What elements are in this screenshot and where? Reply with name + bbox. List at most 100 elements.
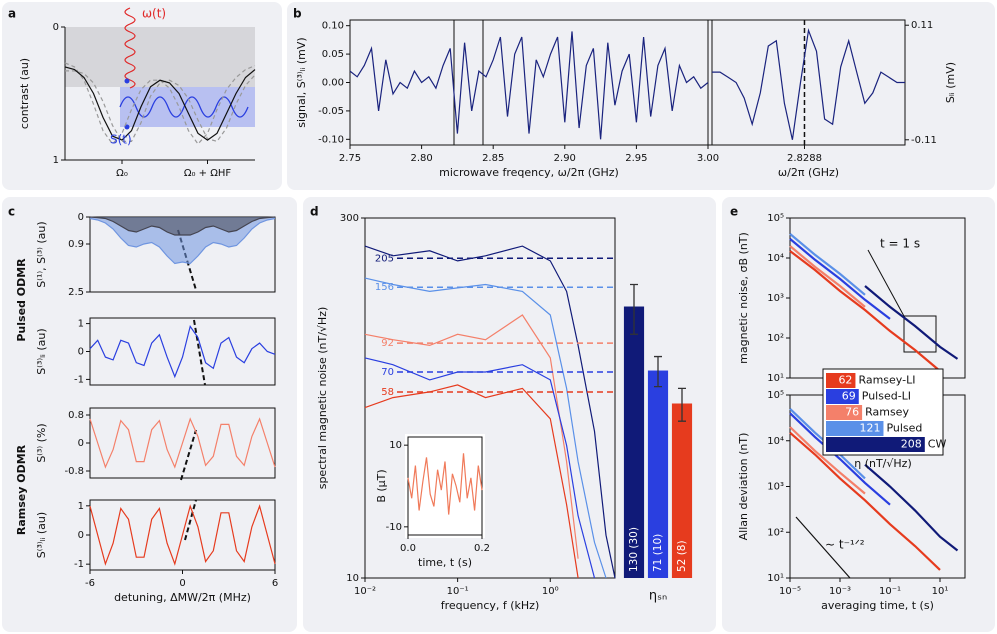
x-tick-label: 10¹: [932, 586, 949, 597]
y-tick-label: 0.11: [911, 20, 933, 31]
y-axis-label: S⁽¹⁾, S⁽³⁾ (au): [35, 221, 48, 287]
x-tick-label: 2.95: [625, 153, 647, 164]
x-tick-label: 3.00: [697, 153, 719, 164]
x-axis-label: time, t (s): [418, 556, 472, 569]
x-tick-label: 2.85: [482, 153, 504, 164]
series-line: [89, 417, 276, 469]
legend-label: Ramsey: [865, 406, 909, 419]
bar: [671, 403, 693, 578]
area: [90, 217, 275, 235]
series-line: [364, 245, 616, 579]
series-line: [789, 233, 866, 296]
bar: [623, 306, 645, 578]
guide: [795, 516, 851, 579]
bar-value: 69: [842, 390, 856, 403]
y-tick-label: 10¹: [767, 373, 784, 384]
legend-bar: [826, 373, 856, 388]
series-line: [789, 431, 941, 571]
y-tick-label: 1: [78, 501, 84, 512]
x-axis-label: detuning, ΔMW/2π (MHz): [114, 591, 251, 604]
panel-label: e: [730, 205, 738, 219]
x-axis-label: averaging time, t (s): [821, 599, 934, 612]
x-tick-label: 10⁻²: [354, 586, 376, 597]
bar-value: 62: [838, 374, 852, 387]
y-axis-label: S⁽³⁾ₗᵢ (au): [35, 512, 48, 558]
y-tick-label: 2.5: [68, 287, 84, 298]
x-tick-label: 2.90: [554, 153, 576, 164]
series-line: [864, 463, 959, 552]
group-label: Pulsed ODMR: [15, 258, 28, 342]
panel-bg: [2, 197, 297, 632]
bar-value: 208: [901, 438, 922, 451]
legend-bar: [826, 405, 863, 420]
y-tick-label: 0.00: [322, 78, 344, 89]
y-tick-label: -0.11: [911, 135, 937, 146]
x-axis-label: frequency, f (kHz): [441, 599, 540, 612]
x-tick-label: 0.2: [474, 543, 490, 554]
y-tick-label: 10⁴: [767, 253, 784, 264]
legend-label: Pulsed-LI: [862, 390, 911, 403]
y-axis-label: Allan deviation (nT): [737, 433, 750, 541]
y-axis-label: magnetic noise, σB (nT): [737, 232, 750, 364]
series-line: [864, 285, 959, 360]
y-tick-label: -1: [74, 559, 84, 570]
x-tick-label: -6: [85, 578, 95, 589]
y-tick-label: 0: [78, 438, 84, 449]
level-label: 58: [381, 387, 394, 398]
y-tick-label: 0: [78, 212, 84, 223]
group-label: Ramsey ODMR: [15, 444, 28, 535]
zoom-box: [903, 315, 937, 353]
y-tick-label: 10¹: [767, 573, 784, 584]
panel-label: a: [8, 7, 16, 21]
series-line: [789, 250, 941, 372]
guide: [177, 229, 206, 541]
y-tick-label: 0.10: [322, 21, 344, 32]
drive-wave: [124, 7, 136, 89]
bar-value: 121: [859, 422, 880, 435]
series-line: [89, 504, 276, 566]
axes-frame: [364, 217, 616, 579]
series-line: [64, 66, 256, 141]
series-line: [65, 70, 256, 143]
y-tick-label: 0.9: [68, 239, 84, 250]
x-tick-label: 10⁻¹: [447, 586, 469, 597]
y-tick-label: 1: [78, 319, 84, 330]
series-line: [789, 245, 866, 308]
level-label: 92: [381, 338, 394, 349]
y-tick-label: 10: [389, 440, 402, 451]
series-line: [89, 216, 276, 236]
dot: [124, 78, 130, 84]
shade: [65, 27, 255, 87]
bar-label: 71 (10): [652, 534, 664, 572]
y-axis-label: S⁽³⁾ (%): [35, 423, 48, 462]
level-label: 205: [375, 253, 394, 264]
y-tick-label: 10⁴: [767, 436, 784, 447]
panel-label: b: [293, 7, 302, 21]
y-axis-label: spectral magnetic noise (nT/√Hz): [316, 307, 329, 490]
y-tick-label: 1: [53, 155, 59, 166]
legend-label: Ramsey-LI: [858, 374, 915, 387]
y-tick-label: 10³: [767, 482, 784, 493]
x-axis-label: ηₛₙ: [649, 589, 667, 604]
x-tick-label: 2.75: [339, 153, 361, 164]
y-axis-label: signal, S⁽³⁾ₗᵢ (mV): [295, 37, 308, 127]
y-axis-label: Sₗᵢ (mV): [944, 62, 957, 103]
series-line: [349, 31, 709, 140]
y-axis-label: S⁽³⁾ₗᵢ (au): [35, 328, 48, 374]
y-tick-label: 10⁵: [767, 213, 784, 224]
y-tick-label: 10²: [767, 527, 784, 538]
annotation: S(t): [110, 133, 132, 147]
x-tick-label: 10⁻³: [829, 586, 851, 597]
y-tick-label: 10²: [767, 333, 784, 344]
y-tick-label: -0.8: [64, 466, 84, 477]
series-line: [364, 277, 607, 579]
bar-value: 76: [845, 406, 859, 419]
level-label: 70: [381, 367, 394, 378]
series-line: [364, 384, 579, 579]
series-line: [789, 238, 891, 320]
y-tick-label: 0.8: [68, 410, 84, 421]
y-tick-label: 10⁵: [767, 390, 784, 401]
x-axis-label: microwave freqency, ω/2π (GHz): [439, 166, 619, 179]
axes-frame: [407, 436, 483, 536]
